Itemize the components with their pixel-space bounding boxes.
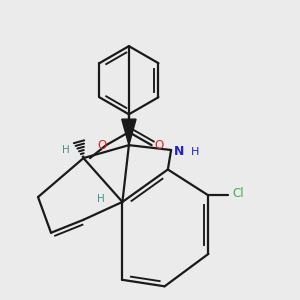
Text: H: H [62,145,70,155]
Text: H: H [98,194,105,204]
Text: O: O [98,139,107,152]
Text: O: O [154,139,164,152]
Text: H: H [191,147,200,157]
Text: Cl: Cl [233,187,244,200]
Text: N: N [174,145,184,158]
Polygon shape [122,119,136,145]
